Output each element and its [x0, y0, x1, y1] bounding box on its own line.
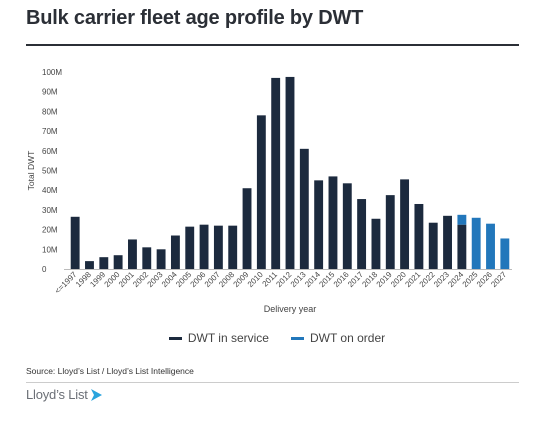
bar-in-service	[185, 226, 195, 269]
bar-in-service	[99, 257, 109, 269]
y-tick-label: 50M	[42, 167, 58, 176]
legend-item-in-service[interactable]: DWT in service	[168, 331, 269, 345]
y-tick-label: 90M	[42, 88, 58, 97]
bar-in-service	[457, 224, 467, 269]
y-tick-label: 10M	[42, 245, 58, 254]
bar-in-service	[113, 255, 123, 269]
brand-logo[interactable]: Lloyd’s List	[26, 387, 103, 402]
bar-in-service	[428, 222, 438, 269]
bar-in-service	[156, 249, 166, 269]
y-tick-label: 20M	[42, 226, 58, 235]
bar-in-service	[242, 188, 252, 269]
bar-in-service	[256, 115, 266, 269]
bar-in-service	[371, 218, 381, 269]
bar-in-service	[328, 176, 338, 269]
bar-in-service	[342, 183, 352, 269]
bar-in-service	[443, 215, 452, 269]
legend-label-in-service: DWT in service	[187, 331, 269, 345]
bar-in-service	[299, 148, 309, 269]
y-tick-label: 70M	[42, 127, 58, 136]
bar-in-service	[213, 225, 223, 269]
y-tick-label: 40M	[42, 186, 58, 195]
y-tick-label: 80M	[42, 107, 58, 116]
bar-in-service	[70, 216, 80, 269]
source-note: Source: Lloyd’s List / Lloyd’s List Inte…	[26, 366, 194, 376]
chart-title: Bulk carrier fleet age profile by DWT	[26, 7, 364, 29]
bar-in-service	[199, 224, 209, 269]
play-arrow-icon	[90, 388, 102, 401]
bar-on-order	[500, 238, 510, 269]
y-tick-label: 60M	[42, 147, 58, 156]
y-tick-label: 30M	[42, 206, 58, 215]
footer-divider	[26, 382, 519, 383]
legend-item-on-order[interactable]: DWT on order	[290, 331, 386, 345]
bar-chart: 0 10M 20M 30M 40M 50M 60M 70M 80M 90M 100M Total DW…	[26, 68, 512, 314]
bar-in-service	[357, 199, 367, 269]
bar-in-service	[271, 77, 281, 269]
bar-on-order	[471, 217, 481, 269]
bar-in-service	[385, 195, 395, 270]
bar-in-service	[314, 180, 324, 269]
y-tick-label: 100M	[42, 68, 62, 77]
x-axis-label: Delivery year	[264, 304, 317, 314]
bar-in-service	[228, 225, 238, 269]
bar-in-service	[142, 247, 152, 269]
legend: DWT in service DWT on order	[0, 331, 554, 345]
legend-swatch-in-service	[168, 336, 182, 340]
y-tick-label: 0	[42, 265, 47, 274]
bar-in-service	[170, 235, 180, 269]
bar-in-service	[128, 239, 137, 269]
legend-swatch-on-order	[290, 336, 304, 340]
logo-text: Lloyd’s List	[26, 387, 88, 402]
x-tick-label: 2027	[489, 270, 508, 289]
y-axis-label: Total DWT	[26, 151, 36, 191]
bar-on-order	[457, 214, 467, 225]
legend-label-on-order: DWT on order	[309, 331, 386, 345]
bar-in-service	[285, 76, 295, 270]
bar-on-order	[486, 223, 495, 269]
bar-in-service	[400, 179, 410, 269]
title-divider	[26, 44, 519, 46]
bar-in-service	[85, 261, 94, 269]
bar-in-service	[414, 203, 424, 269]
